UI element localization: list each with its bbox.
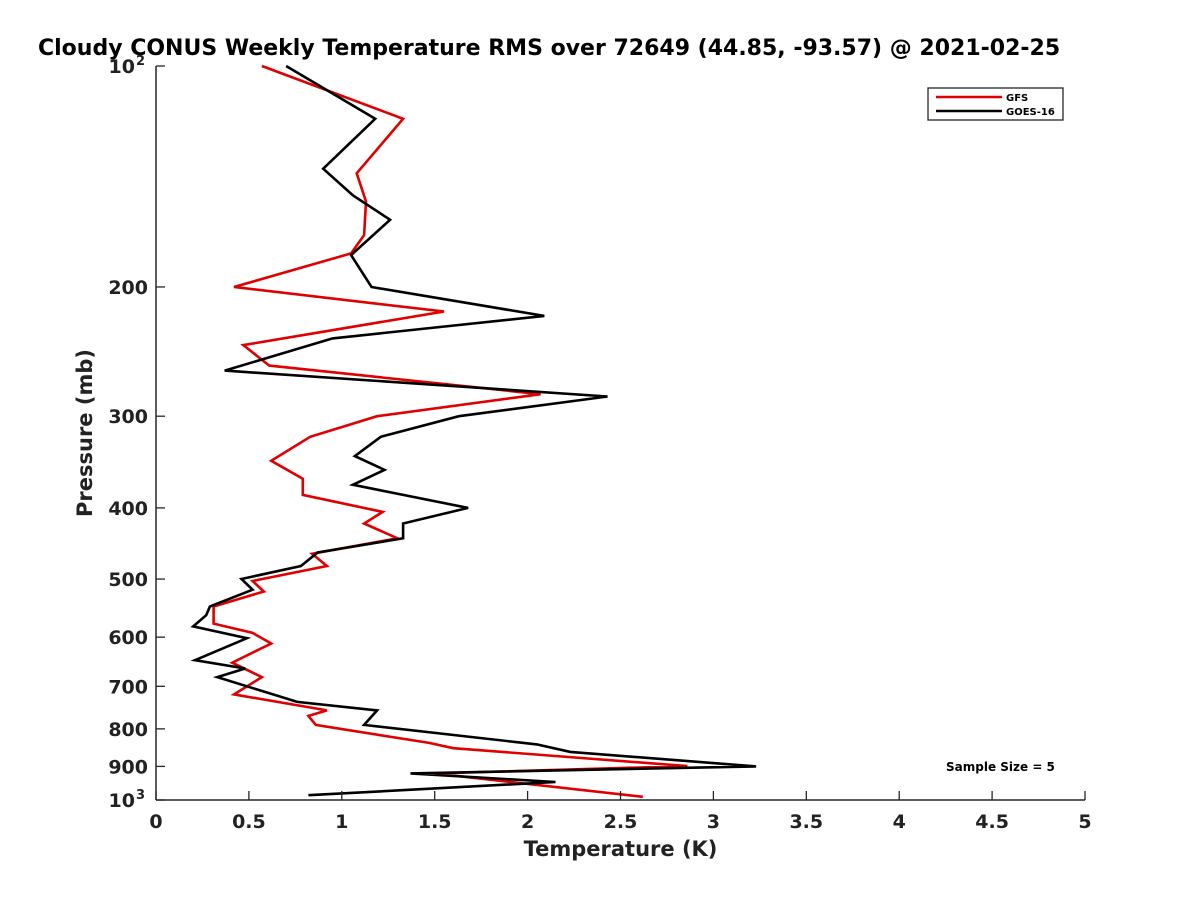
x-tick-label: 0 (149, 811, 162, 833)
series-line-goes-16 (190, 64, 757, 797)
y-tick-label: 200 (108, 277, 148, 299)
y-tick-label: 900 (108, 756, 148, 778)
x-axis-ticks: 0 0.5 1 1.5 2 2.5 3 3.5 4 4.5 5 (149, 791, 1092, 833)
x-tick-label: 1 (335, 811, 348, 833)
legend-label-gfs: GFS (1006, 93, 1028, 104)
x-tick-label: 2 (521, 811, 534, 833)
x-tick-label: 0.5 (232, 811, 266, 833)
legend: GFS GOES-16 (927, 87, 1064, 121)
y-axis-label: Pressure (mb) (73, 349, 97, 517)
y-tick-label: 500 (108, 569, 148, 591)
x-tick-label: 3 (707, 811, 720, 833)
y-tick-label-exponent: 2 (136, 54, 145, 69)
x-axis-label: Temperature (K) (524, 837, 718, 861)
y-tick-label: 700 (108, 676, 148, 698)
x-tick-label: 2.5 (604, 811, 638, 833)
chart-title: Cloudy CONUS Weekly Temperature RMS over… (38, 36, 1060, 61)
legend-box (927, 87, 1064, 121)
x-tick-label: 5 (1078, 811, 1091, 833)
y-tick-label-base: 10 (109, 56, 135, 78)
y-tick-label-exponent: 3 (136, 788, 145, 803)
x-tick-label: 1.5 (418, 811, 452, 833)
legend-label-goes-16: GOES-16 (1006, 107, 1055, 118)
x-tick-label: 3.5 (789, 811, 823, 833)
y-tick-label-base: 10 (109, 790, 135, 812)
x-tick-label: 4 (893, 811, 906, 833)
plot-area (156, 66, 1085, 800)
y-tick-label: 800 (108, 719, 148, 741)
x-tick-label: 4.5 (975, 811, 1009, 833)
y-tick-label: 600 (108, 627, 148, 649)
series-layer (190, 64, 757, 799)
y-tick-label: 300 (108, 406, 148, 428)
sample-size-annotation: Sample Size = 5 (946, 760, 1055, 774)
y-tick-label: 400 (108, 498, 148, 520)
